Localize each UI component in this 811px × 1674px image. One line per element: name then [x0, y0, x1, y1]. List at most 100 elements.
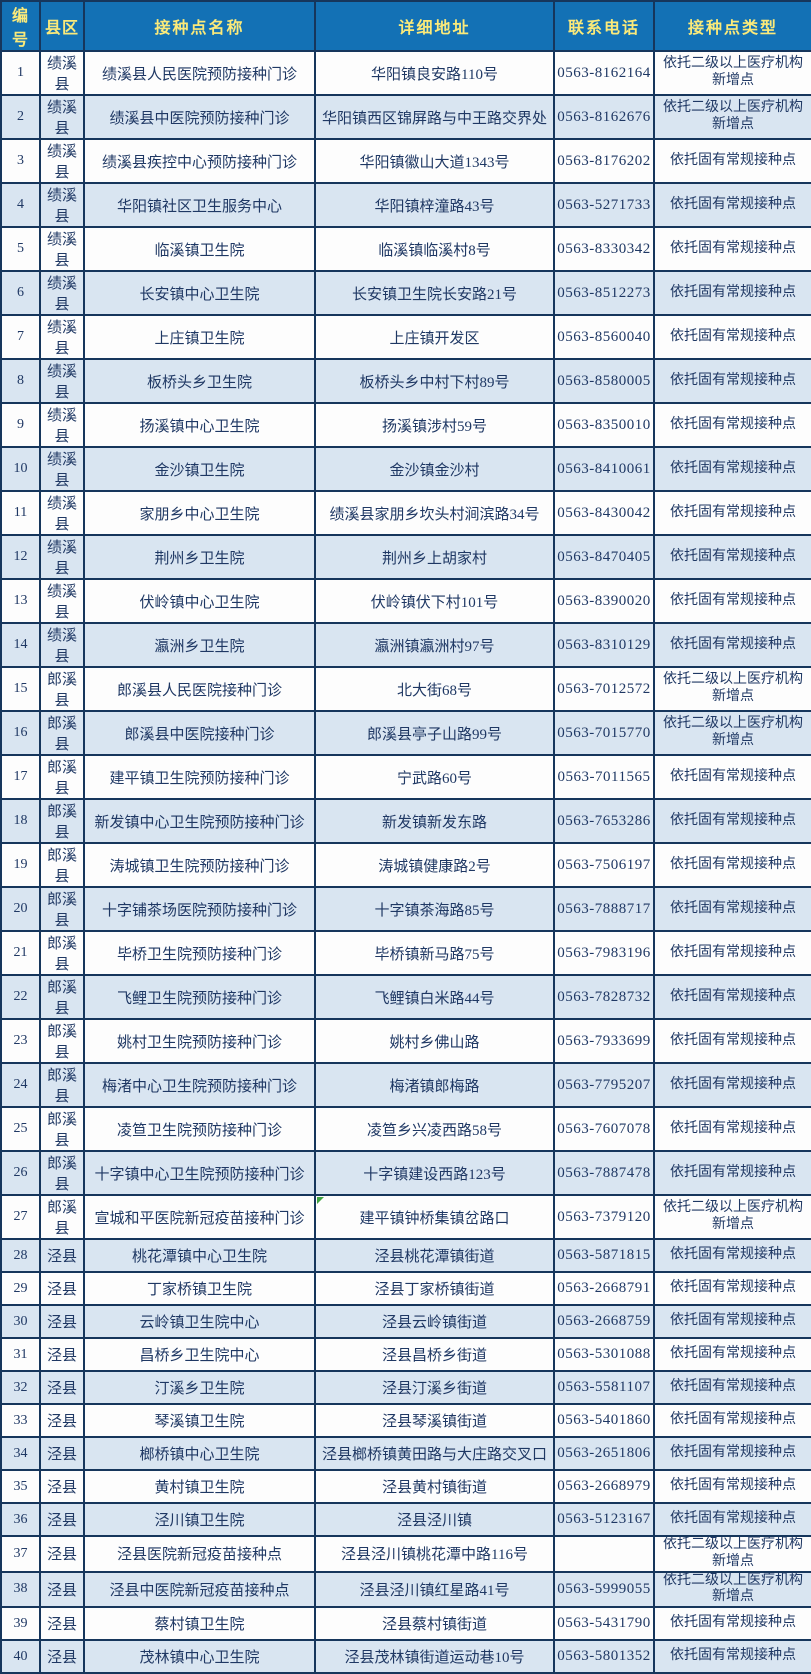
- row-number-cell: 9: [0, 402, 41, 448]
- row-number-cell: 37: [0, 1535, 41, 1573]
- county-cell: 郎溪县: [39, 974, 85, 1020]
- table-row: 30 泾县 云岭镇卫生院中心 泾县云岭镇街道 0563-2668759 依托固有…: [0, 1304, 811, 1339]
- row-number-cell: 31: [0, 1337, 41, 1372]
- phone-cell: 0563-7653286: [553, 798, 655, 844]
- address-cell: 泾县昌桥乡街道: [314, 1337, 555, 1372]
- table-row: 18 郎溪县 新发镇中心卫生院预防接种门诊 新发镇新发东路 0563-76532…: [0, 798, 811, 844]
- type-cell: 依托二级以上医疗机构新增点: [653, 710, 811, 756]
- address-cell: 梅渚镇郎梅路: [314, 1062, 555, 1108]
- table-row: 19 郎溪县 涛城镇卫生院预防接种门诊 涛城镇健康路2号 0563-750619…: [0, 842, 811, 888]
- table-row: 22 郎溪县 飞鲤卫生院预防接种门诊 飞鲤镇白米路44号 0563-782873…: [0, 974, 811, 1020]
- table-row: 9 绩溪县 扬溪镇中心卫生院 扬溪镇涉村59号 0563-8350010 依托固…: [0, 402, 811, 448]
- table-row: 2 绩溪县 绩溪县中医院预防接种门诊 华阳镇西区锦屏路与中王路交界处 0563-…: [0, 94, 811, 140]
- type-cell: 依托固有常规接种点: [653, 1502, 811, 1537]
- phone-cell: 0563-8350010: [553, 402, 655, 448]
- address-cell: 临溪镇临溪村8号: [314, 226, 555, 272]
- phone-cell: 0563-8310129: [553, 622, 655, 668]
- site-name-cell: 云岭镇卫生院中心: [83, 1304, 316, 1339]
- phone-cell: 0563-8512273: [553, 270, 655, 316]
- row-number-cell: 5: [0, 226, 41, 272]
- phone-cell: 0563-5301088: [553, 1337, 655, 1372]
- phone-cell: 0563-7888717: [553, 886, 655, 932]
- address-cell: 华阳镇西区锦屏路与中王路交界处: [314, 94, 555, 140]
- row-number-cell: 14: [0, 622, 41, 668]
- phone-cell: 0563-7933699: [553, 1018, 655, 1064]
- phone-cell: 0563-5999055: [553, 1570, 655, 1609]
- address-cell: 郎溪县亭子山路99号: [314, 710, 555, 756]
- table-row: 29 泾县 丁家桥镇卫生院 泾县丁家桥镇街道 0563-2668791 依托固有…: [0, 1271, 811, 1306]
- county-cell: 泾县: [39, 1403, 85, 1438]
- row-number-cell: 7: [0, 314, 41, 360]
- table-row: 6 绩溪县 长安镇中心卫生院 长安镇卫生院长安路21号 0563-8512273…: [0, 270, 811, 316]
- row-number-cell: 33: [0, 1403, 41, 1438]
- type-cell: 依托固有常规接种点: [653, 1370, 811, 1405]
- row-number-cell: 40: [0, 1639, 41, 1674]
- type-cell: 依托固有常规接种点: [653, 402, 811, 448]
- county-cell: 泾县: [39, 1271, 85, 1306]
- site-name-cell: 荆州乡卫生院: [83, 534, 316, 580]
- row-number-cell: 30: [0, 1304, 41, 1339]
- row-number-cell: 19: [0, 842, 41, 888]
- row-number-cell: 8: [0, 358, 41, 404]
- site-name-cell: 茂林镇中心卫生院: [83, 1639, 316, 1674]
- type-cell: 依托固有常规接种点: [653, 182, 811, 228]
- phone-cell: 0563-8580005: [553, 358, 655, 404]
- address-cell: 泾县黄村镇街道: [314, 1469, 555, 1504]
- county-cell: 郎溪县: [39, 666, 85, 712]
- row-number-cell: 15: [0, 666, 41, 712]
- address-cell: 华阳镇梓潼路43号: [314, 182, 555, 228]
- address-cell: 泾县丁家桥镇街道: [314, 1271, 555, 1306]
- row-number-cell: 18: [0, 798, 41, 844]
- phone-cell: 0563-5431790: [553, 1606, 655, 1642]
- type-cell: 依托固有常规接种点: [653, 1436, 811, 1471]
- row-number-cell: 3: [0, 138, 41, 184]
- site-name-cell: 毕桥卫生院预防接种门诊: [83, 930, 316, 976]
- type-cell: 依托固有常规接种点: [653, 446, 811, 492]
- type-cell: 依托固有常规接种点: [653, 1403, 811, 1438]
- address-cell: 十字镇茶海路85号: [314, 886, 555, 932]
- row-number-cell: 39: [0, 1606, 41, 1642]
- type-cell: 依托二级以上医疗机构新增点: [653, 50, 811, 96]
- county-cell: 绩溪县: [39, 138, 85, 184]
- site-name-cell: 琴溪镇卫生院: [83, 1403, 316, 1438]
- row-number-cell: 10: [0, 446, 41, 492]
- address-cell: 绩溪县家朋乡坎头村涧滨路34号: [314, 490, 555, 536]
- address-cell: 宁武路60号: [314, 754, 555, 800]
- type-cell: 依托固有常规接种点: [653, 314, 811, 360]
- type-cell: 依托固有常规接种点: [653, 358, 811, 404]
- address-cell: 板桥头乡中村下村89号: [314, 358, 555, 404]
- county-cell: 泾县: [39, 1639, 85, 1674]
- phone-cell: 0563-7506197: [553, 842, 655, 888]
- address-cell: 瀛洲镇瀛洲村97号: [314, 622, 555, 668]
- county-cell: 泾县: [39, 1606, 85, 1642]
- county-cell: 绩溪县: [39, 446, 85, 492]
- site-name-cell: 上庄镇卫生院: [83, 314, 316, 360]
- type-cell: 依托固有常规接种点: [653, 1106, 811, 1152]
- county-cell: 泾县: [39, 1304, 85, 1339]
- site-name-cell: 板桥头乡卫生院: [83, 358, 316, 404]
- phone-cell: 0563-2668979: [553, 1469, 655, 1504]
- row-number-cell: 29: [0, 1271, 41, 1306]
- phone-cell: 0563-7828732: [553, 974, 655, 1020]
- site-name-cell: 榔桥镇中心卫生院: [83, 1436, 316, 1471]
- phone-cell: 0563-7011565: [553, 754, 655, 800]
- address-cell: 飞鲤镇白米路44号: [314, 974, 555, 1020]
- table-row: 27 郎溪县 宣城和平医院新冠疫苗接种门诊 建平镇钟桥集镇岔路口 0563-73…: [0, 1194, 811, 1240]
- site-name-cell: 泾县医院新冠疫苗接种点: [83, 1535, 316, 1573]
- site-name-cell: 伏岭镇中心卫生院: [83, 578, 316, 624]
- site-name-cell: 郎溪县中医院接种门诊: [83, 710, 316, 756]
- row-number-cell: 12: [0, 534, 41, 580]
- table-row: 1 绩溪县 绩溪县人民医院预防接种门诊 华阳镇良安路110号 0563-8162…: [0, 50, 811, 96]
- address-cell: 扬溪镇涉村59号: [314, 402, 555, 448]
- header-row: 编号 县区 接种点名称 详细地址 联系电话 接种点类型: [0, 0, 811, 52]
- table-row: 25 郎溪县 凌笪卫生院预防接种门诊 凌笪乡兴凌西路58号 0563-76070…: [0, 1106, 811, 1152]
- type-cell: 依托二级以上医疗机构新增点: [653, 1194, 811, 1240]
- type-cell: 依托固有常规接种点: [653, 1639, 811, 1674]
- type-cell: 依托固有常规接种点: [653, 490, 811, 536]
- site-name-cell: 汀溪乡卫生院: [83, 1370, 316, 1405]
- phone-cell: 0563-5271733: [553, 182, 655, 228]
- county-cell: 绩溪县: [39, 94, 85, 140]
- row-number-cell: 2: [0, 94, 41, 140]
- type-cell: 依托固有常规接种点: [653, 1271, 811, 1306]
- row-number-cell: 27: [0, 1194, 41, 1240]
